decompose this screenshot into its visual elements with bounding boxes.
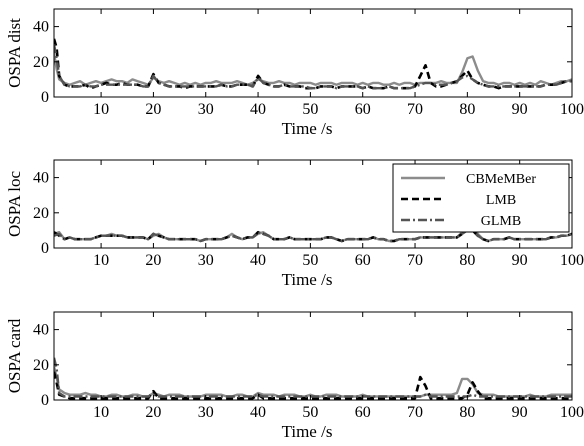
x-tick-label: 60: [355, 252, 371, 269]
y-axis-label: OSPA card: [5, 318, 24, 393]
x-tick-label: 100: [560, 101, 584, 118]
y-axis-label: OSPA loc: [5, 171, 24, 237]
series-line-glmb: [54, 357, 572, 398]
x-axis-label: Time /s: [282, 119, 333, 138]
x-tick-label: 50: [302, 101, 318, 118]
x-tick-label: 10: [93, 101, 109, 118]
x-tick-label: 20: [145, 404, 161, 421]
y-tick-label: 40: [33, 19, 49, 36]
legend-label-cbmember: CBMeMBer: [466, 172, 536, 187]
legend-label-glmb: GLMB: [481, 214, 521, 229]
x-tick-label: 50: [302, 404, 318, 421]
x-tick-label: 90: [512, 101, 528, 118]
x-tick-label: 40: [250, 404, 266, 421]
x-tick-label: 60: [355, 101, 371, 118]
y-tick-label: 20: [33, 205, 49, 222]
x-tick-label: 10: [93, 404, 109, 421]
legend-label-lmb: LMB: [486, 193, 516, 208]
axes-frame: [53, 8, 573, 98]
y-tick-label: 0: [41, 392, 49, 409]
series-line-cbmember: [54, 366, 572, 398]
x-tick-label: 100: [560, 252, 584, 269]
x-tick-label: 40: [250, 252, 266, 269]
chart-panel-1: 10 20 30 40 50 60 70 80 90 100 0 20 40 Time /s OSPA di…: [5, 8, 584, 138]
x-tick-label: 90: [512, 404, 528, 421]
x-tick-label: 80: [459, 101, 475, 118]
series-line-glmb: [54, 43, 572, 90]
x-tick-label: 20: [145, 101, 161, 118]
y-tick-label: 0: [41, 240, 49, 257]
x-tick-label: 30: [198, 101, 214, 118]
x-tick-label: 80: [459, 404, 475, 421]
y-tick-label: 40: [33, 170, 49, 187]
y-tick-label: 0: [41, 89, 49, 106]
chart-panel-3: 10 20 30 40 50 60 70 80 90 100 0 20 40 Time /s OSPA ca…: [5, 311, 584, 441]
x-tick-label: 60: [355, 404, 371, 421]
x-tick-label: 70: [407, 404, 423, 421]
chart-panel-2: 10 20 30 40 50 60 70 80 90 100 0 20 40 Time /s OSPA lo…: [5, 159, 584, 289]
x-tick-label: 20: [145, 252, 161, 269]
x-tick-label: 30: [198, 404, 214, 421]
x-tick-label: 50: [302, 252, 318, 269]
axes-frame: [53, 159, 573, 249]
series-line-cbmember: [54, 52, 572, 86]
x-tick-label: 80: [459, 252, 475, 269]
series-line-lmb: [54, 371, 572, 400]
x-axis-label: Time /s: [282, 270, 333, 289]
x-tick-label: 10: [93, 252, 109, 269]
legend: CBMeMBer LMB GLMB: [392, 163, 570, 233]
x-axis-label: Time /s: [282, 422, 333, 441]
y-tick-label: 20: [33, 54, 49, 71]
x-tick-label: 90: [512, 252, 528, 269]
x-tick-label: 70: [407, 252, 423, 269]
x-tick-label: 30: [198, 252, 214, 269]
x-tick-label: 40: [250, 101, 266, 118]
x-tick-label: 70: [407, 101, 423, 118]
y-tick-label: 20: [33, 357, 49, 374]
series-line-glmb: [54, 229, 572, 243]
axes-frame: [53, 311, 573, 401]
x-tick-label: 100: [560, 404, 584, 421]
y-axis-label: OSPA dist: [5, 18, 24, 88]
y-tick-label: 40: [33, 322, 49, 339]
